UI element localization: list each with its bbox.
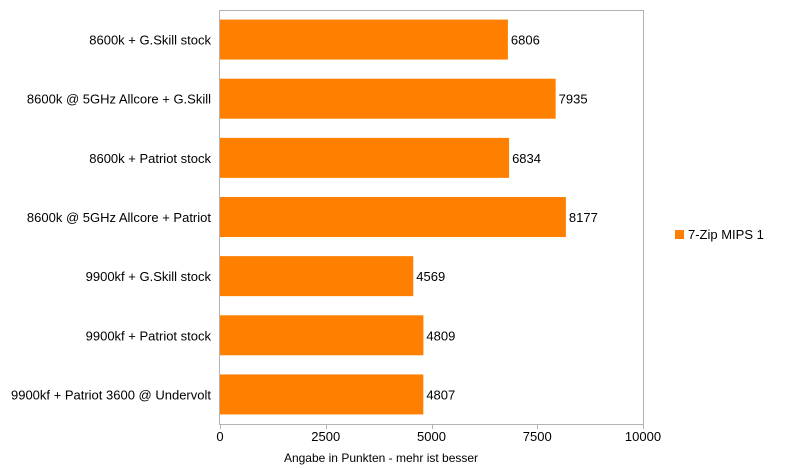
category-labels-group: 8600k + G.Skill stock 8600k @ 5GHz Allcor… [11, 33, 212, 403]
value-label: 4807 [426, 387, 455, 402]
x-tick-label: 0 [216, 429, 223, 444]
value-label: 6806 [511, 33, 540, 48]
legend-label: 7-Zip MIPS 1 [688, 227, 764, 242]
x-tick-label: 5000 [417, 429, 446, 444]
bar [220, 315, 424, 356]
x-axis-title: Angabe in Punkten - mehr ist besser [284, 451, 478, 465]
category-label: 9900kf + Patriot 3600 @ Undervolt [11, 387, 211, 402]
value-label: 6834 [512, 151, 541, 166]
bar [220, 137, 510, 178]
value-label: 7935 [559, 92, 588, 107]
bar [220, 78, 556, 119]
value-labels-group: 6806 7935 6834 8177 4569 4809 4807 [416, 33, 598, 403]
legend-swatch [675, 230, 684, 239]
category-label: 8600k @ 5GHz Allcore + G.Skill [27, 92, 211, 107]
x-tick-label: 10000 [625, 429, 661, 444]
value-label: 8177 [569, 210, 598, 225]
x-axis-ticks: 0 2500 5000 7500 10000 [216, 424, 661, 444]
value-label: 4809 [426, 328, 455, 343]
bar [220, 374, 424, 415]
category-label: 9900kf + Patriot stock [86, 328, 212, 343]
category-label: 8600k + Patriot stock [89, 151, 211, 166]
legend: 7-Zip MIPS 1 [675, 227, 764, 242]
bars-group [220, 19, 566, 415]
category-label: 9900kf + G.Skill stock [86, 269, 212, 284]
value-label: 4569 [416, 269, 445, 284]
x-tick-label: 2500 [311, 429, 340, 444]
bar [220, 197, 566, 237]
bar [220, 256, 414, 297]
bar [220, 19, 508, 60]
category-label: 8600k @ 5GHz Allcore + Patriot [27, 210, 211, 225]
x-tick-label: 7500 [523, 429, 552, 444]
category-label: 8600k + G.Skill stock [89, 33, 211, 48]
